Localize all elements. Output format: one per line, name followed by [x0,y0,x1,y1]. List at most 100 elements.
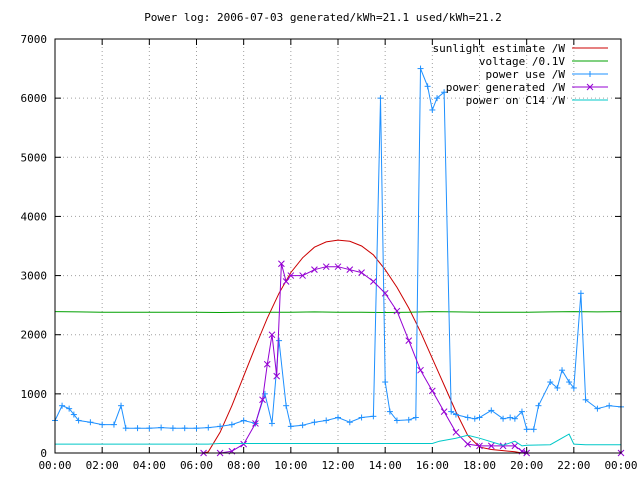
data-point [118,402,125,409]
y-tick-label: 1000 [21,388,48,401]
legend-label: power generated /W [446,81,566,94]
data-point [259,396,266,404]
data-point [511,442,519,450]
series-0 [55,239,621,454]
data-point [75,417,82,424]
data-point [299,422,306,429]
data-point [405,416,412,423]
data-point [405,337,413,344]
data-point [268,420,275,427]
data-point [424,83,431,90]
data-point [278,260,285,268]
data-point [594,405,601,412]
data-point [169,425,176,432]
data-point [511,415,518,422]
data-point [158,424,165,431]
data-point [530,426,537,433]
x-tick-label: 20:00 [510,459,543,472]
data-point [334,263,342,271]
data-point [434,95,441,102]
series-4 [55,433,621,447]
data-point [287,423,294,430]
legend-label: power use /W [486,68,566,81]
x-tick-label: 06:00 [180,459,213,472]
data-point [559,367,566,374]
data-point [70,411,77,418]
data-point [283,402,290,409]
data-point [311,419,318,426]
x-tick-label: 04:00 [133,459,166,472]
data-point [240,417,247,424]
data-point [464,414,471,421]
data-point [66,405,73,412]
data-point [282,278,290,285]
data-point [287,272,295,279]
data-point [370,278,377,285]
data-point [299,272,306,279]
y-tick-label: 0 [40,447,47,460]
data-point [464,440,472,448]
data-point [193,425,200,432]
legend-label: power on C14 /W [466,94,566,107]
data-point [205,424,212,431]
series-line [203,263,621,454]
x-tick-label: 00:00 [604,459,637,472]
data-point [582,396,589,403]
data-point [417,65,424,72]
data-point [311,266,318,274]
legend-label: sunlight estimate /W [433,42,566,55]
data-point [429,106,436,113]
data-point [452,411,459,418]
data-point [523,426,530,433]
legend-label: voltage /0.1V [479,55,565,68]
x-tick-label: 08:00 [227,459,260,472]
y-tick-label: 4000 [21,210,48,223]
data-point [518,408,525,415]
data-point [370,413,377,420]
y-tick-label: 6000 [21,92,48,105]
data-point [393,307,401,315]
data-point [335,414,341,421]
data-point [499,442,507,450]
series-1 [54,311,622,314]
x-tick-label: 02:00 [86,459,119,472]
data-point [99,421,106,428]
plot-frame [54,38,622,454]
data-point [381,289,389,297]
data-point [273,372,281,380]
data-point [134,425,141,432]
data-point [386,408,393,415]
x-tick-label: 10:00 [274,459,307,472]
y-tick-label: 3000 [21,270,48,283]
data-point [488,407,495,414]
data-point [122,425,129,432]
data-point [358,269,365,276]
data-point [570,384,577,391]
data-point [181,425,188,432]
data-point [547,379,554,386]
y-tick-label: 5000 [21,151,48,164]
axes: 00:00 02:00 04:00 06:00 08:00 10:00 12:00 14:00… [21,33,638,472]
data-point [382,379,389,386]
data-point [322,263,330,271]
data-point [358,414,365,421]
data-point [487,442,495,450]
data-point [535,402,542,409]
series-line [55,239,621,454]
x-tick-label: 18:00 [463,459,496,472]
data-point [471,415,478,422]
data-point [441,89,448,96]
data-point [476,414,483,421]
y-tick-label: 7000 [21,33,48,46]
data-point [110,421,117,428]
data-point [507,414,514,421]
x-tick-label: 00:00 [38,459,71,472]
data-point [452,428,460,436]
data-point [217,423,224,430]
data-point [476,442,483,450]
series-line [55,433,621,447]
series-line [54,311,622,314]
